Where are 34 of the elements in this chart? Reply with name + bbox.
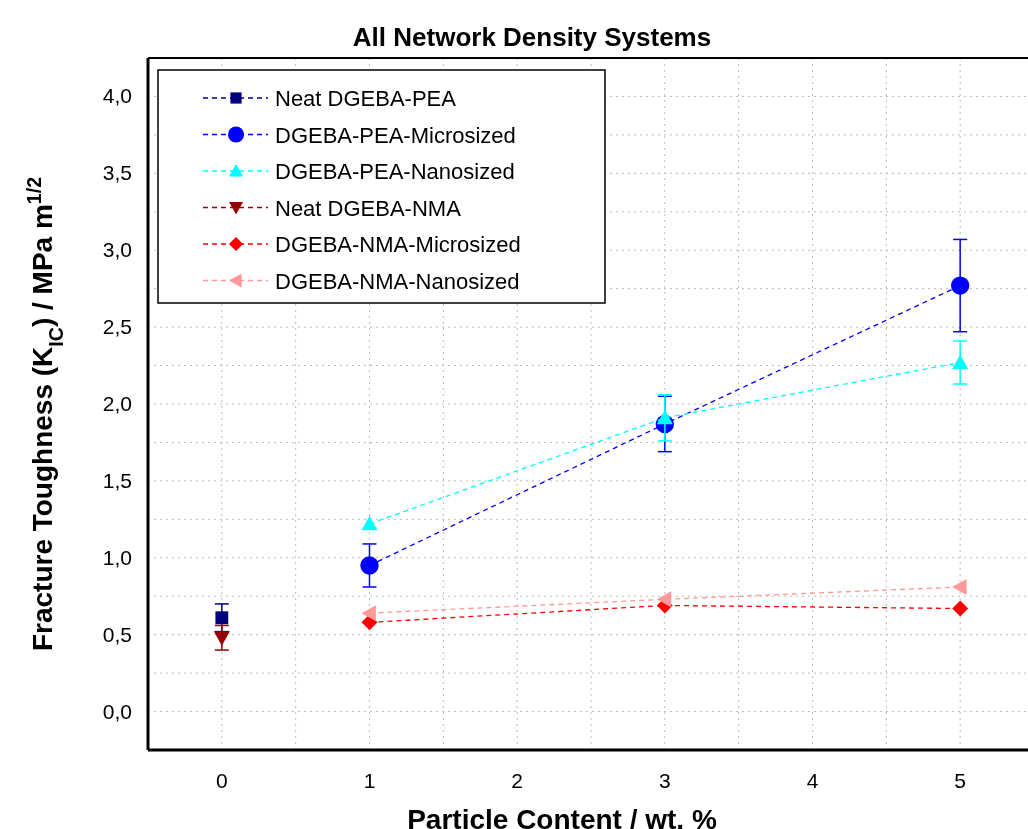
point — [361, 515, 378, 531]
point — [950, 276, 970, 295]
y-tick-label: 3,0 — [102, 238, 132, 262]
legend-label: Neat DGEBA-PEA — [275, 86, 457, 111]
point — [360, 556, 379, 575]
x-tick-label: 2 — [511, 769, 524, 792]
point — [952, 600, 969, 617]
point — [361, 605, 376, 622]
point — [952, 354, 969, 369]
point — [213, 631, 230, 646]
legend-label: DGEBA-PEA-Microsized — [275, 122, 516, 148]
legend-label: DGEBA-NMA-Microsized — [275, 232, 521, 257]
y-tick-label: 3,5 — [102, 161, 132, 185]
legend-label: DGEBA-PEA-Nanosized — [275, 159, 515, 184]
x-tick-label: 0 — [215, 769, 228, 792]
y-tick-label: 4,0 — [102, 84, 132, 108]
x-tick-label: 5 — [954, 769, 967, 792]
x-tick-label: 3 — [658, 769, 671, 792]
point — [656, 409, 673, 425]
y-tick-label: 1,0 — [102, 545, 132, 569]
y-tick-label: 0,5 — [102, 622, 132, 646]
y-tick-label: 1,5 — [102, 468, 132, 492]
y-tick-label: 2,5 — [102, 315, 132, 339]
chart-title: All Network Density Systems — [352, 22, 712, 52]
legend-label: DGEBA-NMA-Nanosized — [275, 268, 520, 294]
point — [215, 611, 229, 625]
point — [656, 591, 672, 608]
x-tick-label: 4 — [806, 769, 819, 792]
legend-label: Neat DGEBA-NMA — [275, 195, 462, 221]
y-tick-label: 0,0 — [102, 699, 132, 723]
point — [952, 579, 967, 595]
y-tick-label: 2,0 — [102, 392, 132, 415]
x-axis-title: Particle Content / wt. % — [407, 804, 717, 829]
x-tick-label: 1 — [363, 769, 376, 792]
